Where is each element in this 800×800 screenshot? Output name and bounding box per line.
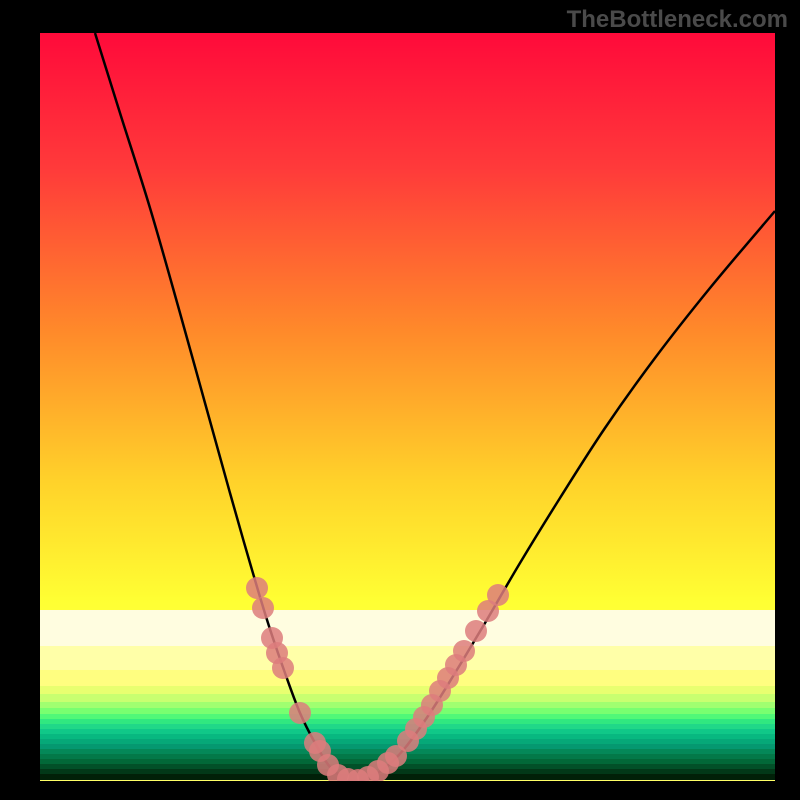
data-point — [246, 577, 268, 599]
bottleneck-curve — [95, 33, 775, 781]
data-point — [252, 597, 274, 619]
data-point — [487, 584, 509, 606]
plot-area — [40, 33, 775, 781]
data-point — [289, 702, 311, 724]
watermark-text: TheBottleneck.com — [567, 6, 788, 34]
data-point — [453, 640, 475, 662]
data-point — [465, 620, 487, 642]
data-point — [272, 657, 294, 679]
curve-layer — [40, 33, 775, 781]
dot-group — [246, 577, 509, 781]
